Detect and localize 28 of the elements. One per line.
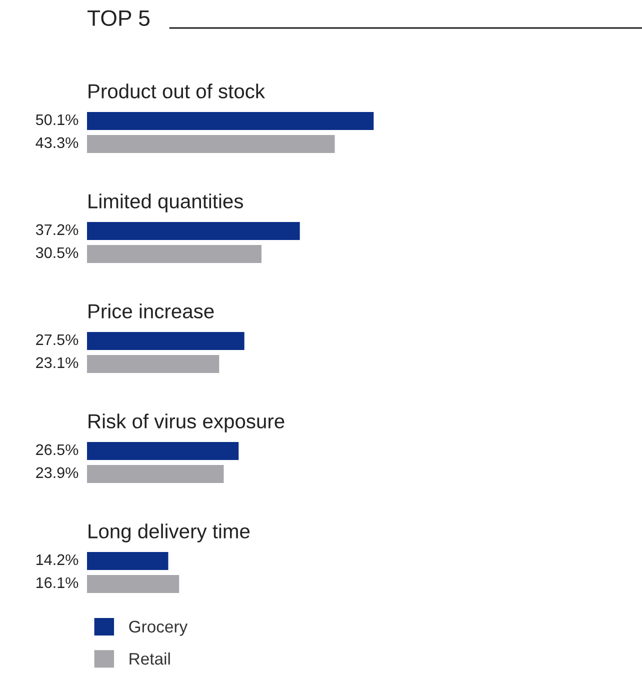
bar [87,245,262,263]
y-tick-label: Product out of stock [88,84,266,98]
legend-label: Retail [130,652,170,665]
bar [87,222,300,240]
bar [87,465,224,483]
data-label: 23.9% [36,467,78,478]
data-label: 26.5% [36,444,78,456]
data-label: 16.1% [36,577,78,588]
bar [87,575,180,593]
data-label: 14.2% [36,554,78,566]
bar [87,552,168,570]
data-label: 37.2% [36,224,78,236]
y-tick-label: Long delivery time [88,524,250,542]
data-label: 50.1% [36,114,78,126]
legend-label: Grocery [129,620,188,636]
data-label: 43.3% [36,137,78,148]
y-tick-label: Risk of virus exposure [88,414,284,432]
data-label: 23.1% [36,357,78,368]
data-label: 27.5% [36,334,78,346]
bar [87,332,244,350]
chart-title: TOP 5 [88,10,150,26]
y-tick-label: Limited quantities [88,194,243,212]
bar [87,355,220,373]
bar [87,442,239,460]
data-label: 30.5% [36,247,78,258]
y-tick-label: Price increase [88,304,214,318]
bar [87,112,374,130]
bar [87,135,335,153]
